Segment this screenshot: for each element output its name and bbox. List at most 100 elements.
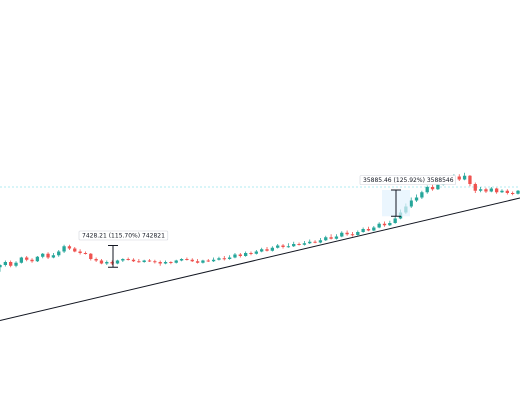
candle-body [9,262,13,266]
candle-65 [345,230,349,236]
candle-body [94,259,98,261]
candle-58 [308,239,312,244]
candle-50 [265,247,269,252]
candle-body [67,246,72,249]
candle-body [35,256,40,262]
candle-body [211,259,216,262]
candle-body [484,189,488,192]
candle-body [25,257,29,260]
candle-51 [270,246,275,252]
candle-79 [420,190,424,199]
candle-body [393,218,397,223]
candle-92 [489,187,493,193]
candle-body [153,261,157,263]
candle-body [511,193,515,194]
candles-layer [0,172,520,272]
candle-body [430,187,435,190]
candle-body [473,184,477,191]
candle-56 [297,242,301,246]
candle-55 [292,241,296,247]
candle-body [361,229,365,232]
candle-body [201,260,205,263]
candle-88 [468,175,472,187]
candle-body [329,237,333,239]
candle-3 [14,261,18,268]
measure-1-label: 7428.21 (115.70%) 742821 [82,233,165,240]
candle-body [51,255,56,258]
candle-28 [147,259,152,262]
candle-body [227,257,232,259]
candle-72 [382,221,387,227]
candle-body [500,190,504,193]
candle-96 [511,191,515,196]
candle-38 [201,259,205,264]
candle-body [238,254,242,256]
candle-body [324,237,328,241]
candle-11 [57,250,61,257]
candle-body [249,253,253,254]
candle-body [334,236,339,239]
candle-body [105,262,109,264]
candle-body [409,200,413,207]
candle-body [115,260,120,264]
candle-31 [163,260,168,265]
candle-body [89,253,93,259]
candle-53 [281,244,285,249]
candle-57 [302,241,307,246]
candle-36 [190,258,194,262]
candle-29 [153,259,157,264]
candle-27 [142,259,146,263]
candle-body [281,245,285,247]
candle-95 [505,189,509,195]
candle-body [478,189,483,191]
candle-49 [260,247,264,253]
candle-25 [131,258,136,262]
candle-33 [174,259,178,264]
candle-body [468,175,472,184]
candle-body [420,192,424,198]
candle-body [147,260,152,262]
candle-body [286,246,291,248]
candle-body [302,243,307,245]
candle-37 [195,259,200,264]
candle-body [19,257,24,263]
candle-73 [388,220,392,226]
candle-body [78,251,82,253]
candle-87 [462,172,467,181]
candle-89 [473,182,477,193]
candle-body [388,223,392,226]
candle-body [516,190,520,194]
candle-32 [169,261,173,265]
candle-24 [126,257,130,261]
candle-body [345,232,349,235]
candle-body [350,234,355,236]
candle-5 [25,256,29,262]
candle-20 [105,260,109,265]
candle-7 [35,256,40,262]
candle-68 [361,227,365,233]
candle-18 [94,257,98,262]
candle-body [254,251,258,254]
candle-body [126,259,130,260]
candle-body [457,176,461,180]
candle-body [260,249,264,252]
candle-41 [217,256,221,261]
measure-2-label: 35885.46 (125.92%) 3588546 [363,177,454,184]
candle-15 [78,249,82,255]
candle-body [195,261,200,263]
candle-90 [478,187,483,193]
candle-45 [238,253,242,258]
candle-body [233,254,237,258]
candle-2 [9,260,13,268]
candle-12 [62,244,66,253]
candle-34 [179,258,184,262]
candle-69 [366,226,371,232]
candle-86 [457,174,461,181]
candle-body [222,258,226,260]
candle-81 [430,184,435,191]
candle-body [382,223,387,226]
candle-46 [243,251,248,257]
candle-body [169,262,173,263]
candle-body [0,265,2,268]
